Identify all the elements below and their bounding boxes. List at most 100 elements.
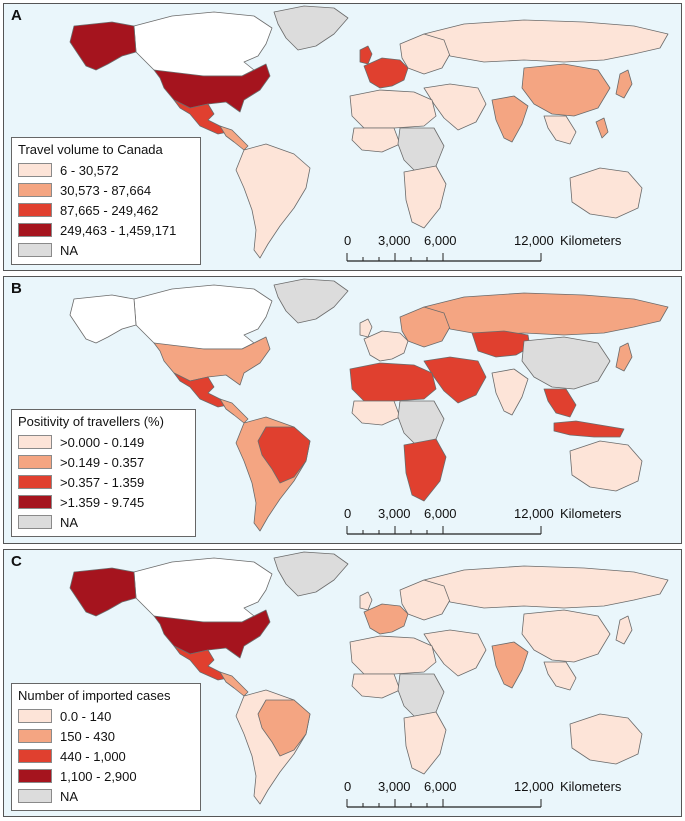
legend-label: NA xyxy=(60,514,79,530)
legend-title-a: Travel volume to Canada xyxy=(18,142,163,157)
region-greenland xyxy=(273,5,349,51)
region-west-africa xyxy=(351,127,401,153)
region-alaska xyxy=(69,567,137,617)
region-india xyxy=(491,641,529,689)
scale-bar-line xyxy=(346,526,542,535)
region-russia xyxy=(423,565,669,609)
scale-unit-label: Kilometers xyxy=(560,233,622,248)
scale-tick-label: 3,000 xyxy=(378,233,411,248)
scale-tick-label: 0 xyxy=(344,506,352,521)
region-usa xyxy=(153,336,271,386)
legend-item: NA xyxy=(18,786,194,806)
legend-swatch xyxy=(18,709,52,723)
region-southeast-asia xyxy=(543,115,577,145)
region-southeast-asia xyxy=(543,661,577,691)
scale-bar-a: 0 3,000 6,000 12,000 Kilometers xyxy=(344,233,644,267)
region-russia xyxy=(423,292,669,336)
legend-item: 87,665 - 249,462 xyxy=(18,200,194,220)
region-central-america xyxy=(219,671,249,697)
scale-tick-label: 3,000 xyxy=(378,506,411,521)
region-middle-east xyxy=(423,83,487,131)
panel-letter-b: B xyxy=(11,280,22,297)
legend-item: >1.359 - 9.745 xyxy=(18,492,189,512)
legend-label: 1,100 - 2,900 xyxy=(60,768,137,784)
legend-label: 150 - 430 xyxy=(60,728,115,744)
region-brazil xyxy=(257,426,311,484)
region-north-africa xyxy=(349,635,437,675)
map-panel-c: C Number of imported cases 0.0 - 140 150… xyxy=(3,549,682,817)
region-middle-east xyxy=(423,356,487,404)
region-greenland xyxy=(273,551,349,597)
region-india xyxy=(491,95,529,143)
legend-swatch xyxy=(18,435,52,449)
region-north-africa xyxy=(349,362,437,402)
legend-item: NA xyxy=(18,512,189,532)
legend-item: 0.0 - 140 xyxy=(18,706,194,726)
legend-swatch xyxy=(18,749,52,763)
legend-title-b: Positivity of travellers (%) xyxy=(18,414,164,429)
legend-label: 0.0 - 140 xyxy=(60,708,112,724)
legend-swatch xyxy=(18,769,52,783)
scale-tick-label: 3,000 xyxy=(378,779,411,794)
legend-label: >0.000 - 0.149 xyxy=(60,434,145,450)
legend-c: Number of imported cases 0.0 - 140 150 -… xyxy=(11,683,201,811)
legend-label: >1.359 - 9.745 xyxy=(60,494,145,510)
region-west-africa xyxy=(351,400,401,426)
legend-item: 249,463 - 1,459,171 xyxy=(18,220,194,240)
region-alaska xyxy=(69,294,137,344)
scale-tick-label: 6,000 xyxy=(424,506,457,521)
region-alaska xyxy=(69,21,137,71)
region-australia xyxy=(569,713,643,765)
legend-item: 1,100 - 2,900 xyxy=(18,766,194,786)
scale-bar-line xyxy=(346,799,542,808)
legend-label: >0.149 - 0.357 xyxy=(60,454,145,470)
legend-item: >0.357 - 1.359 xyxy=(18,472,189,492)
scale-bar-c: 0 3,000 6,000 12,000 Kilometers xyxy=(344,779,644,813)
legend-label: 440 - 1,000 xyxy=(60,748,126,764)
region-south-america xyxy=(235,143,311,259)
region-philippines xyxy=(595,117,609,139)
legend-item: 30,573 - 87,664 xyxy=(18,180,194,200)
legend-label: NA xyxy=(60,788,79,804)
legend-label: NA xyxy=(60,242,79,258)
region-japan xyxy=(615,615,633,645)
scale-bar-line xyxy=(346,253,542,262)
legend-item: 6 - 30,572 xyxy=(18,160,194,180)
region-australia xyxy=(569,440,643,492)
legend-swatch xyxy=(18,203,52,217)
region-southern-africa xyxy=(403,165,447,229)
region-usa xyxy=(153,63,271,113)
region-uk xyxy=(359,318,373,338)
region-japan xyxy=(615,69,633,99)
scale-tick-label: 0 xyxy=(344,779,352,794)
scale-bar-b: 0 3,000 6,000 12,000 Kilometers xyxy=(344,506,644,540)
legend-title-c: Number of imported cases xyxy=(18,688,171,703)
region-australia xyxy=(569,167,643,219)
region-southern-africa xyxy=(403,438,447,502)
legend-swatch xyxy=(18,243,52,257)
legend-swatch xyxy=(18,163,52,177)
region-west-africa xyxy=(351,673,401,699)
legend-item: 440 - 1,000 xyxy=(18,746,194,766)
region-north-africa xyxy=(349,89,437,129)
scale-tick-label: 12,000 xyxy=(514,233,554,248)
legend-item: >0.149 - 0.357 xyxy=(18,452,189,472)
legend-label: 249,463 - 1,459,171 xyxy=(60,222,177,238)
region-southeast-asia xyxy=(543,388,577,418)
region-indonesia xyxy=(553,420,625,438)
region-uk xyxy=(359,45,373,65)
region-russia xyxy=(423,19,669,63)
scale-tick-label: 12,000 xyxy=(514,506,554,521)
region-middle-east xyxy=(423,629,487,677)
region-china xyxy=(521,63,611,117)
legend-swatch xyxy=(18,729,52,743)
region-china xyxy=(521,609,611,663)
region-india xyxy=(491,368,529,416)
region-greenland xyxy=(273,278,349,324)
scale-tick-label: 0 xyxy=(344,233,352,248)
region-southern-africa xyxy=(403,711,447,775)
legend-item: >0.000 - 0.149 xyxy=(18,432,189,452)
legend-item: NA xyxy=(18,240,194,260)
legend-label: 6 - 30,572 xyxy=(60,162,119,178)
legend-swatch xyxy=(18,475,52,489)
